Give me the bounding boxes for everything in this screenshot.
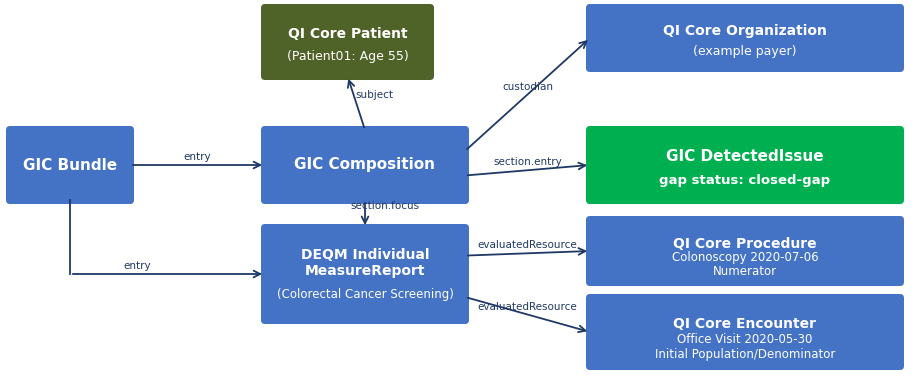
FancyBboxPatch shape bbox=[261, 126, 469, 204]
Text: Office Visit 2020-05-30
Initial Population/Denominator: Office Visit 2020-05-30 Initial Populati… bbox=[654, 333, 834, 361]
Text: GIC Composition: GIC Composition bbox=[294, 158, 435, 173]
Text: QI Core Encounter: QI Core Encounter bbox=[673, 317, 816, 331]
FancyBboxPatch shape bbox=[6, 126, 134, 204]
Text: QI Core Organization: QI Core Organization bbox=[663, 24, 826, 38]
Text: subject: subject bbox=[355, 90, 392, 100]
Text: (Colorectal Cancer Screening): (Colorectal Cancer Screening) bbox=[277, 288, 453, 301]
FancyBboxPatch shape bbox=[585, 4, 903, 72]
Text: QI Core Procedure: QI Core Procedure bbox=[673, 237, 816, 250]
Text: section.entry: section.entry bbox=[493, 157, 562, 167]
FancyBboxPatch shape bbox=[261, 224, 469, 324]
FancyBboxPatch shape bbox=[585, 216, 903, 286]
FancyBboxPatch shape bbox=[585, 126, 903, 204]
FancyBboxPatch shape bbox=[585, 294, 903, 370]
Text: GIC Bundle: GIC Bundle bbox=[23, 158, 117, 173]
Text: entry: entry bbox=[123, 261, 151, 271]
Text: QI Core Patient: QI Core Patient bbox=[288, 27, 407, 41]
Text: section.focus: section.focus bbox=[350, 201, 419, 211]
Text: Colonoscopy 2020-07-06
Numerator: Colonoscopy 2020-07-06 Numerator bbox=[671, 251, 817, 278]
Text: entry: entry bbox=[184, 152, 211, 162]
Text: custodian: custodian bbox=[502, 82, 552, 91]
Text: (example payer): (example payer) bbox=[693, 45, 796, 58]
Text: DEQM Individual
MeasureReport: DEQM Individual MeasureReport bbox=[301, 248, 429, 278]
Text: (Patient01: Age 55): (Patient01: Age 55) bbox=[287, 50, 408, 64]
Text: GIC DetectedIssue: GIC DetectedIssue bbox=[665, 149, 823, 164]
Text: evaluatedResource: evaluatedResource bbox=[477, 240, 577, 250]
Text: gap status: closed-gap: gap status: closed-gap bbox=[659, 174, 830, 187]
Text: evaluatedResource: evaluatedResource bbox=[477, 302, 577, 311]
FancyBboxPatch shape bbox=[261, 4, 434, 80]
